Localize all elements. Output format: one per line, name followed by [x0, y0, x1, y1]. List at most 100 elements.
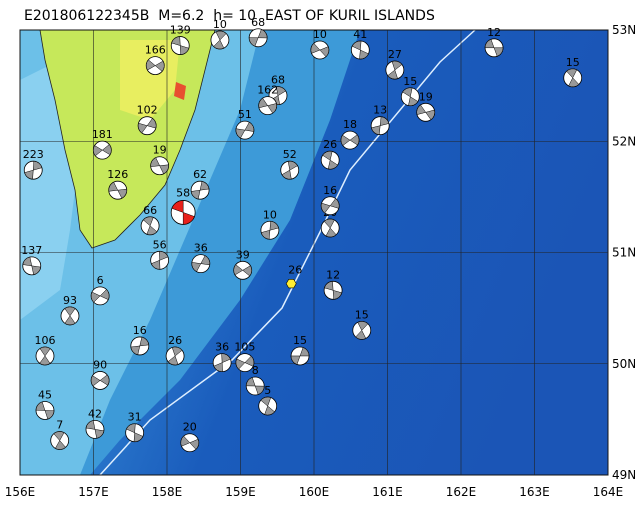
beachball-quadrant — [320, 198, 340, 214]
depth-label: 36 — [194, 242, 208, 255]
beachball-quadrant — [355, 321, 369, 340]
lon-tick-label: 156E — [5, 485, 36, 499]
depth-label: 27 — [388, 48, 402, 61]
beachball-quadrant — [371, 116, 390, 135]
beachball-quadrant — [150, 157, 169, 175]
beachball-quadrant — [340, 134, 360, 146]
lon-tick-label: 164E — [593, 485, 624, 499]
depth-label: 16 — [323, 184, 337, 197]
beachball-quadrant — [484, 39, 504, 57]
depth-label: 181 — [92, 128, 113, 141]
beachball-quadrant — [351, 40, 369, 60]
beachball-quadrant — [167, 346, 183, 366]
beachball-quadrant — [137, 118, 157, 134]
lon-tick-label: 158E — [152, 485, 183, 499]
depth-label: 5 — [264, 384, 271, 397]
beachball-quadrant — [324, 281, 343, 300]
depth-label: 16 — [133, 324, 147, 337]
epicenter-marker — [285, 279, 297, 289]
depth-label: 93 — [63, 294, 77, 307]
depth-label: 39 — [236, 248, 250, 261]
beachball-quadrant — [108, 181, 127, 199]
beachball-quadrant — [235, 121, 255, 139]
beachball-quadrant — [213, 353, 231, 372]
depth-label: 6 — [97, 274, 104, 287]
land-high — [120, 40, 180, 120]
depth-label: 26 — [323, 138, 337, 151]
beachball-quadrant — [90, 374, 110, 387]
lat-tick-label: 50N — [612, 357, 635, 371]
lon-tick-label: 163E — [519, 485, 550, 499]
beachball-quadrant — [171, 36, 190, 55]
beachball-quadrant — [323, 218, 337, 238]
beachball-quadrant — [130, 336, 150, 356]
beachball-quadrant — [191, 255, 211, 272]
beachball-quadrant — [22, 256, 41, 275]
beachball-quadrant — [248, 29, 268, 47]
depth-label: 51 — [238, 108, 252, 121]
beachball-quadrant — [245, 377, 265, 395]
depth-label: 139 — [170, 24, 191, 37]
beachball-quadrant — [85, 420, 105, 439]
beachball-quadrant — [150, 251, 169, 270]
beachball-quadrant — [145, 59, 165, 72]
depth-label: 36 — [215, 341, 229, 354]
beachball-quadrant — [190, 181, 210, 200]
depth-label: 10 — [213, 18, 227, 31]
map-title: E201806122345B M=6.2 h= 10 EAST OF KURIL… — [24, 8, 435, 24]
lat-tick-label: 49N — [612, 468, 635, 482]
beachball-quadrant — [416, 104, 435, 121]
beachball-quadrant — [290, 347, 310, 365]
beachball-quadrant — [235, 355, 255, 370]
depth-label: 137 — [21, 244, 42, 257]
depth-label: 19 — [153, 144, 167, 157]
lat-tick-label: 53N — [612, 23, 635, 37]
beachball-quadrant — [281, 160, 298, 180]
depth-label: 26 — [168, 334, 182, 347]
lon-tick-label: 159E — [225, 485, 256, 499]
lat-tick-label: 51N — [612, 246, 635, 260]
beachball-quadrant — [171, 200, 195, 225]
beachball-quadrant — [24, 160, 43, 180]
beachball-quadrant — [258, 97, 277, 114]
land-peak — [174, 82, 186, 100]
beachball-quadrant — [566, 68, 580, 88]
depth-label: 12 — [326, 268, 340, 281]
depth-label: 42 — [88, 407, 102, 420]
beachball-quadrant — [93, 144, 112, 157]
beachball-quadrant — [260, 221, 279, 240]
lon-tick-label: 161E — [372, 485, 403, 499]
depth-label: 52 — [283, 148, 297, 161]
beachball-quadrant — [64, 306, 76, 326]
depth-label: 41 — [353, 28, 367, 41]
beachball-quadrant — [233, 264, 252, 277]
lat-tick-label: 52N — [612, 134, 635, 148]
depth-label: 12 — [487, 26, 501, 39]
depth-label: 90 — [93, 358, 107, 371]
depth-label: 15 — [403, 75, 417, 88]
depth-label: 10 — [313, 28, 327, 41]
depth-label: 105 — [234, 341, 255, 354]
beachball-quadrant — [322, 150, 339, 170]
beachball-quadrant — [142, 216, 158, 235]
depth-label: 15 — [293, 334, 307, 347]
beachball-quadrant — [90, 289, 110, 303]
beachball-quadrant — [39, 346, 51, 366]
beachball-quadrant — [213, 30, 227, 50]
depth-label: 102 — [137, 104, 158, 117]
trench — [99, 29, 476, 476]
depth-label: 126 — [107, 168, 128, 181]
beachball-quadrant — [402, 87, 419, 106]
depth-label: 8 — [252, 364, 259, 377]
beachball-quadrant — [53, 431, 66, 450]
depth-label: 68 — [251, 16, 265, 29]
lon-tick-label: 162E — [446, 485, 477, 499]
depth-label: 58 — [176, 186, 190, 199]
depth-label: 15 — [566, 56, 580, 69]
depth-label: 162 — [257, 84, 278, 97]
depth-label: 7 — [56, 419, 63, 432]
beachball-quadrant — [387, 60, 403, 80]
depth-label: 56 — [153, 238, 167, 251]
depth-label: 15 — [355, 308, 369, 321]
